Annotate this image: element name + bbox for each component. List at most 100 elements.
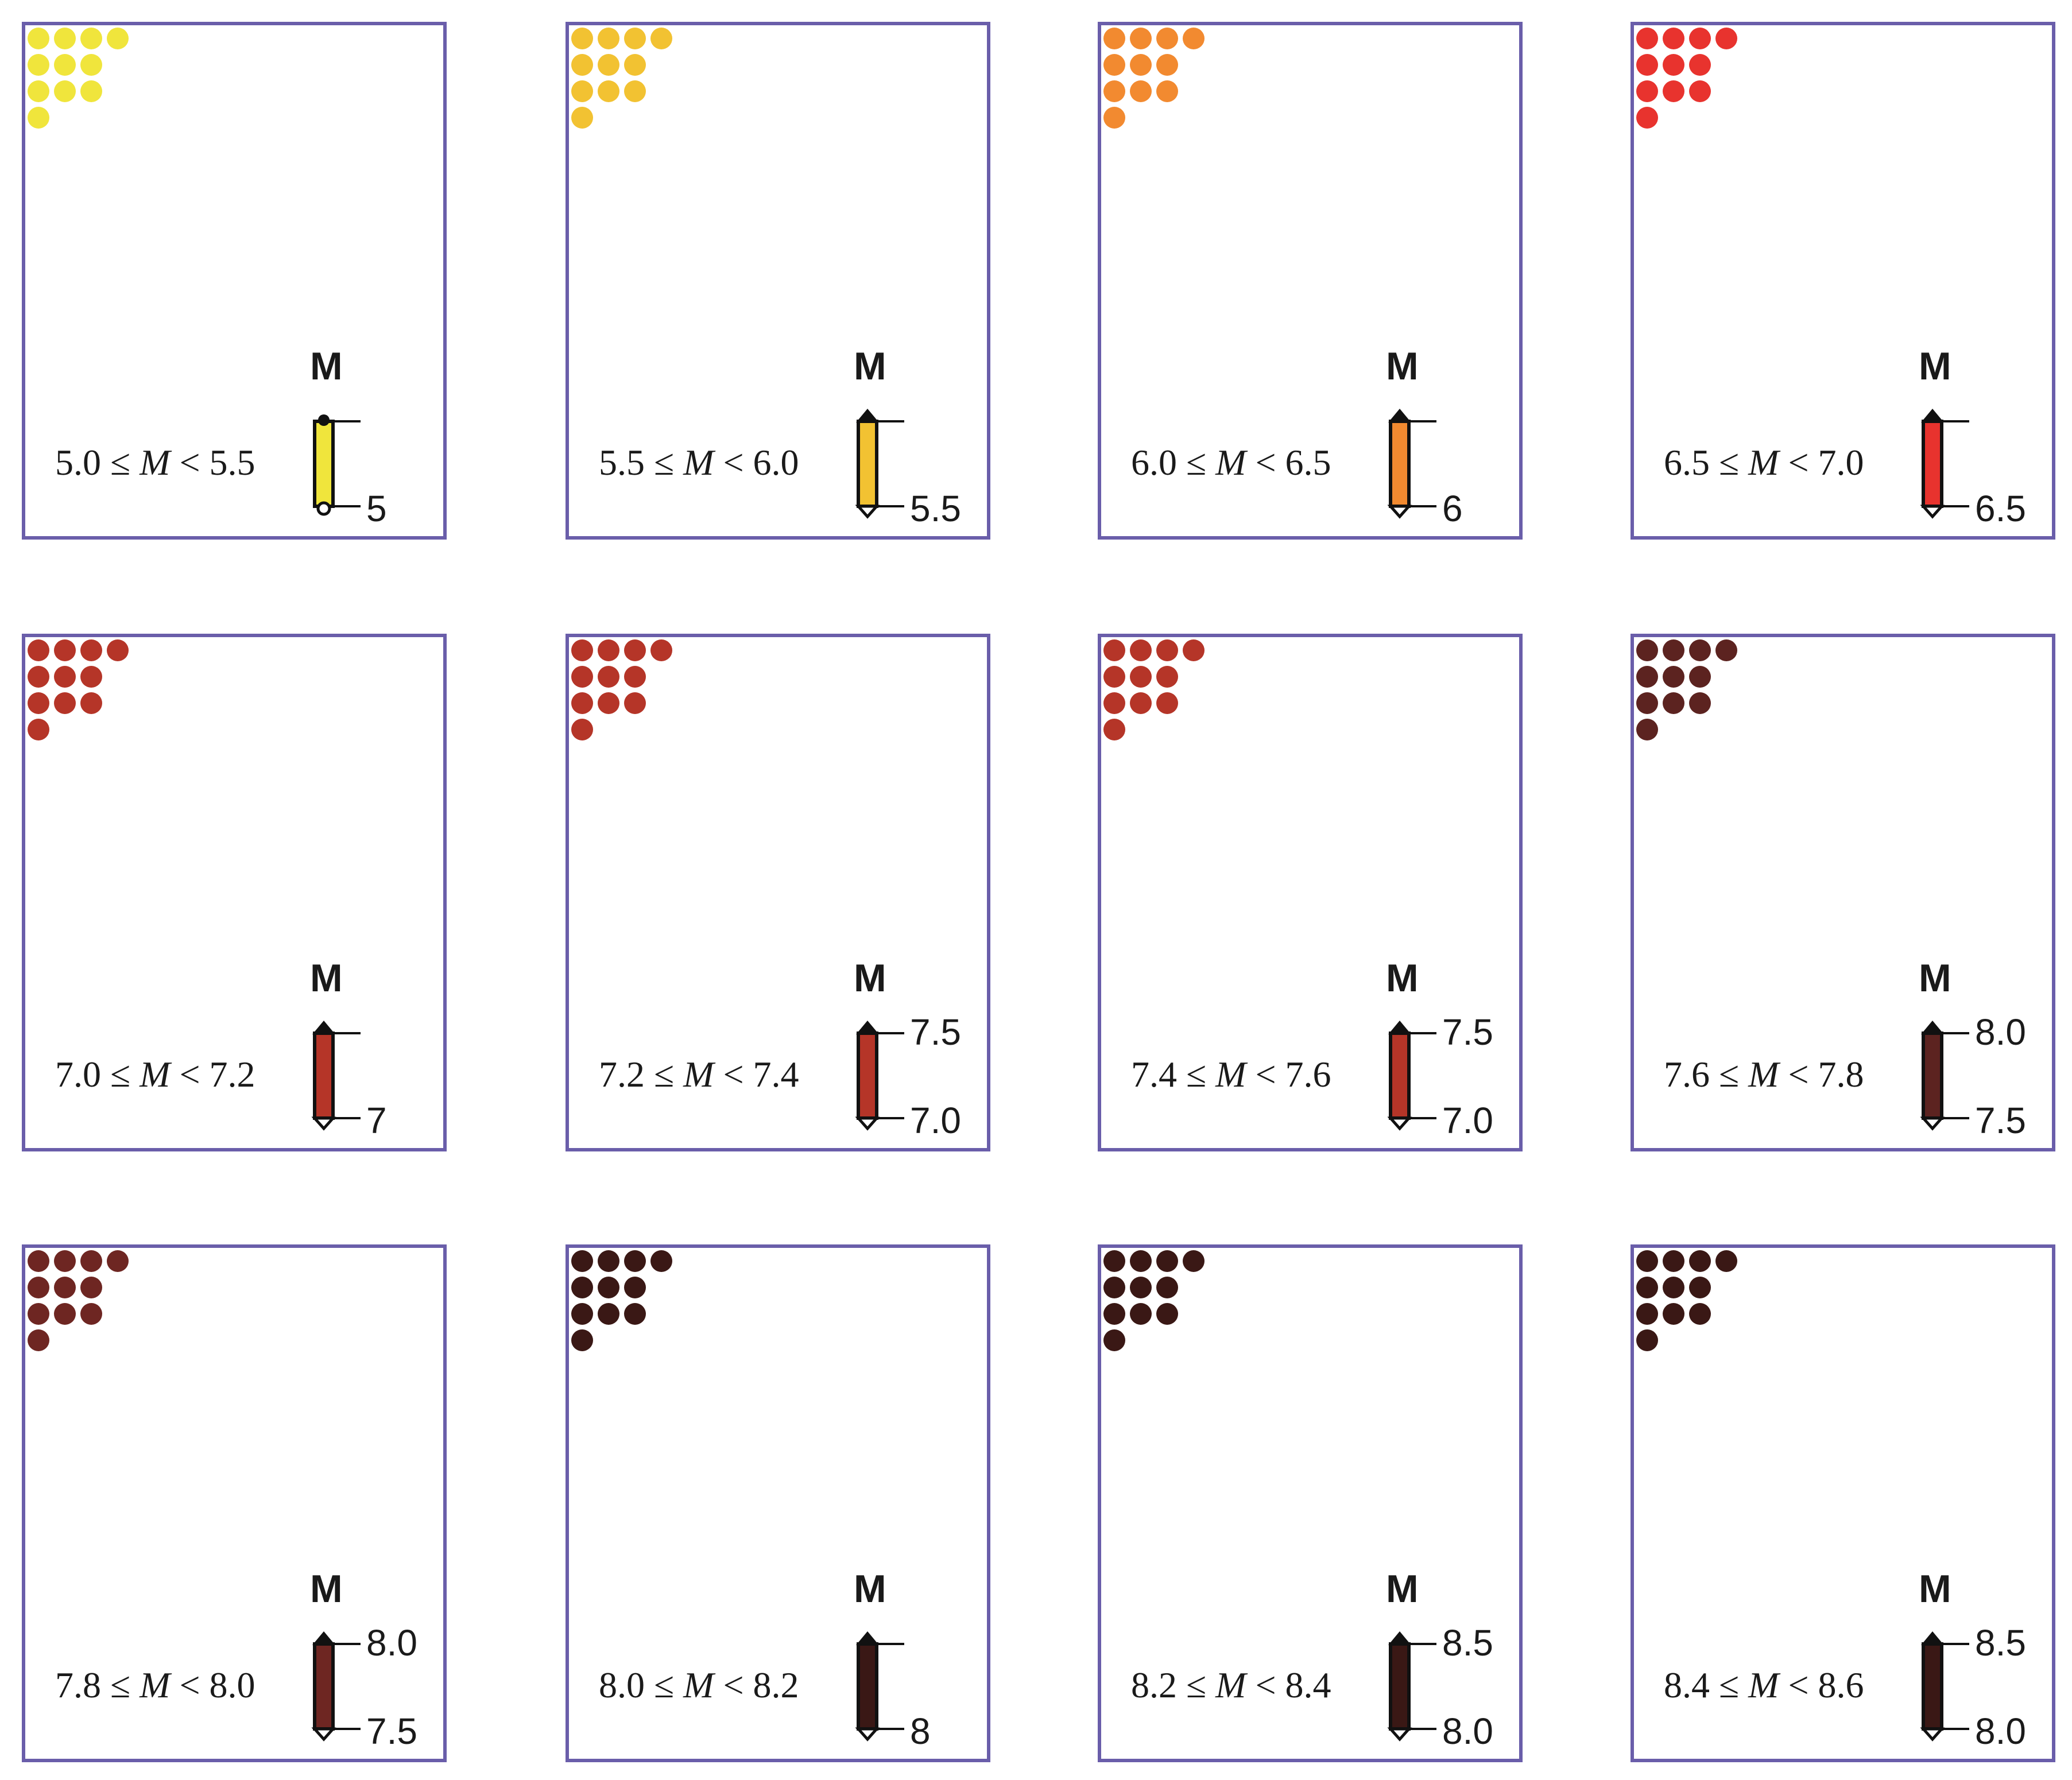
dot-marker [54, 1250, 76, 1272]
lower-arrowhead [1387, 1727, 1412, 1742]
magnitude-range-label: 8.2 ≤ M < 8.4 [1131, 1667, 1331, 1704]
range-lower-value: 5.0 [55, 442, 101, 483]
magnitude-bar-glyph [1387, 1021, 1436, 1131]
dot-marker [598, 28, 619, 49]
range-upper-value: 7.2 [209, 1054, 255, 1095]
dot-marker [80, 639, 102, 661]
range-le-symbol: ≤ [110, 442, 131, 483]
dot-marker [1636, 54, 1658, 76]
dot-marker [54, 1303, 76, 1325]
magnitude-range-label: 8.4 ≤ M < 8.6 [1664, 1667, 1864, 1704]
dot-marker [80, 54, 102, 76]
upper-tick-label: 8.5 [1442, 1622, 1493, 1663]
dot-marker [1183, 28, 1205, 49]
dot-marker [1689, 1277, 1711, 1298]
magnitude-range-label: 7.4 ≤ M < 7.6 [1131, 1056, 1331, 1093]
dot-marker [624, 54, 646, 76]
magnitude-bar-glyph [313, 414, 361, 516]
dot-cluster [1103, 28, 1218, 142]
magnitude-symbol-label: M [854, 1567, 886, 1611]
dot-cluster [1103, 639, 1218, 754]
upper-arrowhead [312, 1631, 335, 1645]
range-upper-value: 7.4 [753, 1054, 799, 1095]
dot-marker [1156, 692, 1178, 714]
magnitude-bar-body [1922, 1031, 1943, 1120]
range-lower-value: 8.0 [599, 1665, 645, 1705]
dot-marker [54, 80, 76, 102]
lower-tick-label: 7.0 [910, 1100, 961, 1141]
upper-tick-label: 7.5 [910, 1011, 961, 1053]
legend-panel: M 7.2 ≤ M < 7.4 7.5 7.0 [566, 634, 990, 1151]
range-lt-symbol: < [179, 442, 200, 483]
dot-marker [598, 1277, 619, 1298]
dot-marker [1715, 28, 1737, 49]
upper-arrowhead [856, 409, 879, 422]
range-lt-symbol: < [1255, 442, 1276, 483]
upper-arrowhead [1388, 409, 1411, 422]
range-variable: M [140, 1665, 171, 1705]
range-le-symbol: ≤ [654, 1054, 675, 1095]
legend-panel: M 5.0 ≤ M < 5.5 5 [22, 22, 447, 540]
dot-marker [571, 28, 593, 49]
magnitude-symbol-label: M [1386, 956, 1419, 1000]
dot-marker [28, 1250, 49, 1272]
dot-marker [624, 639, 646, 661]
range-le-symbol: ≤ [654, 442, 675, 483]
magnitude-bar-glyph [311, 1021, 361, 1131]
range-variable: M [683, 1054, 714, 1095]
range-upper-value: 6.5 [1285, 442, 1331, 483]
dot-marker [624, 28, 646, 49]
dot-marker [1103, 80, 1125, 102]
range-upper-value: 7.0 [1818, 442, 1864, 483]
magnitude-range-label: 7.0 ≤ M < 7.2 [55, 1056, 255, 1093]
legend-panel: M 8.4 ≤ M < 8.6 8.5 8.0 [1631, 1244, 2055, 1762]
dot-marker [28, 54, 49, 76]
dot-marker [1689, 666, 1711, 688]
dot-cluster [1636, 28, 1751, 142]
magnitude-bar-glyph [1387, 409, 1436, 519]
range-variable: M [683, 1665, 714, 1705]
dot-marker [28, 692, 49, 714]
lower-tick-label: 7.0 [1442, 1100, 1493, 1141]
dot-marker [1103, 1329, 1125, 1351]
dot-marker [1103, 1250, 1125, 1272]
dot-marker [1156, 639, 1178, 661]
range-upper-value: 5.5 [209, 442, 255, 483]
range-lt-symbol: < [723, 1665, 744, 1705]
dot-marker [1636, 692, 1658, 714]
dot-marker [54, 639, 76, 661]
magnitude-symbol-label: M [854, 956, 886, 1000]
dot-marker [1103, 719, 1125, 740]
magnitude-bar-glyph [311, 1631, 361, 1742]
dot-marker [1663, 666, 1684, 688]
upper-tick-label: 7.5 [1442, 1011, 1493, 1053]
dot-marker [107, 28, 129, 49]
upper-arrowhead [1388, 1021, 1411, 1034]
magnitude-bar-glyph [855, 1021, 904, 1131]
dot-marker [1689, 1303, 1711, 1325]
upper-tick-label: 8.0 [1975, 1011, 2026, 1053]
dot-marker [571, 666, 593, 688]
dot-marker [54, 692, 76, 714]
magnitude-symbol-label: M [854, 344, 886, 388]
dot-marker [571, 80, 593, 102]
dot-marker [1103, 692, 1125, 714]
range-le-symbol: ≤ [1719, 1054, 1740, 1095]
dot-marker [571, 1329, 593, 1351]
dot-marker [650, 1250, 672, 1272]
dot-marker [624, 80, 646, 102]
dot-marker [1636, 107, 1658, 129]
dot-marker [1156, 1277, 1178, 1298]
range-variable: M [140, 442, 171, 483]
dot-marker [571, 1303, 593, 1325]
magnitude-symbol-label: M [310, 344, 343, 388]
dot-marker [598, 692, 619, 714]
lower-tick-label: 8.0 [1975, 1711, 2026, 1752]
dot-cluster [28, 639, 142, 754]
range-le-symbol: ≤ [1186, 442, 1207, 483]
range-le-symbol: ≤ [1186, 1665, 1207, 1705]
lower-tick-label: 5.5 [910, 488, 961, 529]
range-lt-symbol: < [723, 442, 744, 483]
dot-marker [1689, 28, 1711, 49]
dot-cluster [28, 28, 142, 142]
